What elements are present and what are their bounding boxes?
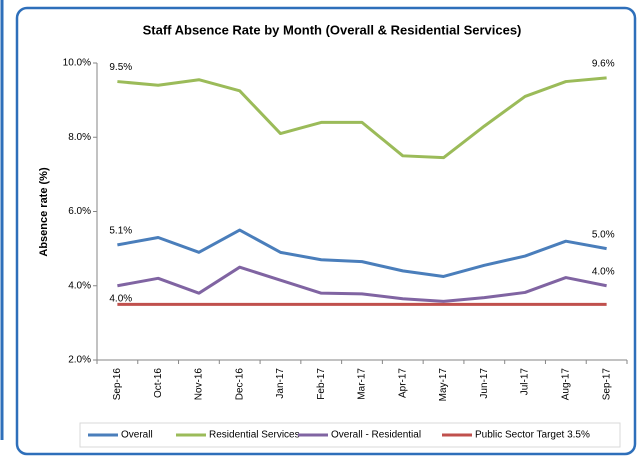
y-tick-label: 2.0% — [68, 355, 91, 366]
chart-title: Staff Absence Rate by Month (Overall & R… — [143, 22, 522, 37]
legend-label: Residential Services — [209, 430, 300, 441]
legend-label: Overall — [121, 430, 153, 441]
legend-label: Overall - Residential — [331, 430, 421, 441]
x-tick-label: Feb-17 — [316, 368, 327, 400]
x-tick-label: Oct-16 — [153, 368, 164, 398]
y-tick-label: 4.0% — [68, 280, 91, 291]
x-tick-label: Aug-17 — [560, 368, 571, 401]
x-tick-label: Nov-16 — [194, 368, 205, 401]
x-tick-label: Mar-17 — [357, 368, 368, 400]
x-tick-label: Jul-17 — [520, 368, 531, 396]
x-tick-label: Sep-17 — [601, 368, 612, 401]
data-label: 9.6% — [592, 58, 615, 69]
data-label: 9.5% — [109, 62, 132, 73]
x-tick-label: Jun-17 — [479, 368, 490, 399]
x-tick-label: Jan-17 — [275, 368, 286, 399]
y-tick-label: 10.0% — [63, 58, 91, 69]
y-tick-label: 8.0% — [68, 132, 91, 143]
x-tick-label: Dec-16 — [234, 368, 245, 401]
legend-label: Public Sector Target 3.5% — [475, 430, 590, 441]
y-tick-label: 6.0% — [68, 206, 91, 217]
series-line — [117, 76, 607, 160]
y-axis-label: Absence rate (%) — [38, 167, 50, 257]
data-label: 4.0% — [109, 293, 132, 304]
data-label: 5.1% — [109, 226, 132, 237]
data-label: 5.0% — [592, 229, 615, 240]
data-label: 4.0% — [592, 266, 615, 277]
x-tick-label: Sep-16 — [112, 368, 123, 401]
x-tick-label: May-17 — [438, 368, 449, 402]
series-line — [117, 265, 607, 303]
legend-frame — [79, 422, 621, 448]
series-line — [117, 228, 607, 278]
x-tick-label: Apr-17 — [397, 368, 408, 398]
chart-frame — [15, 6, 637, 456]
